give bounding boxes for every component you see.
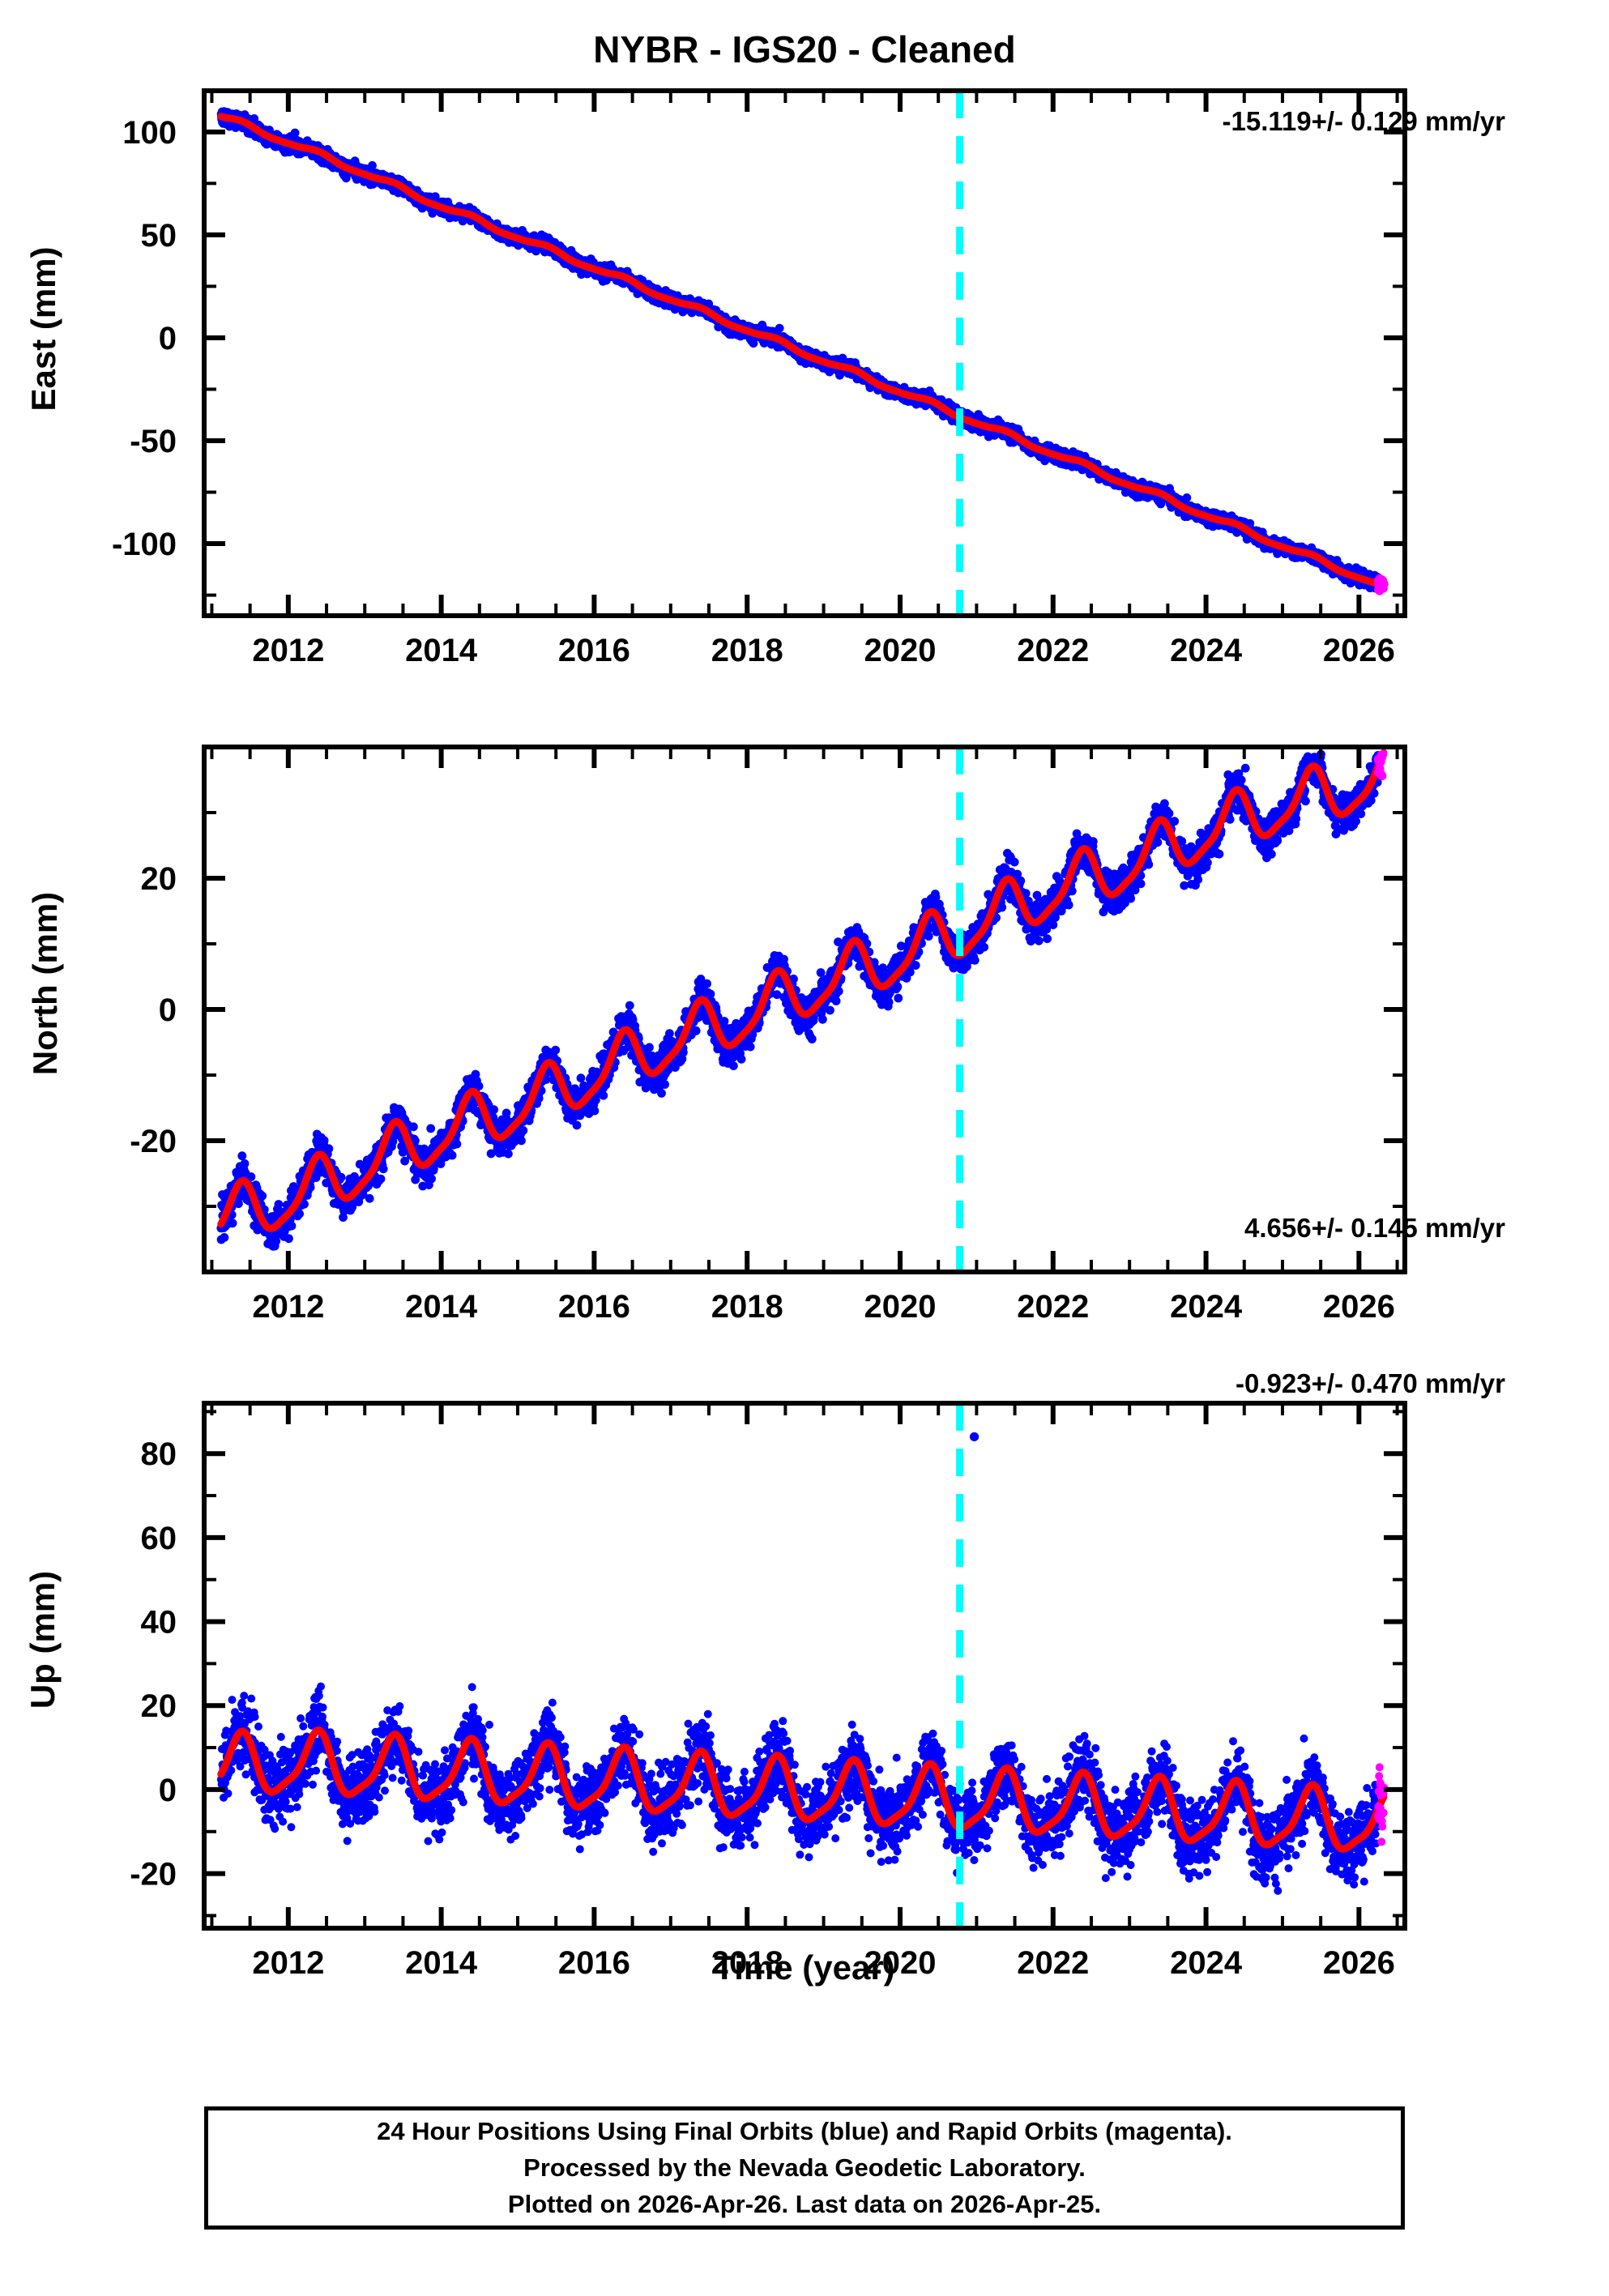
outlier-point-up (969, 1432, 979, 1442)
ytick-label: -100 (112, 527, 177, 562)
xtick-label: 2016 (558, 1945, 630, 1981)
xtick-label: 2024 (1170, 1289, 1243, 1325)
plot-frame-up (202, 1401, 1407, 1931)
data-layer-east (216, 93, 1389, 613)
ytick-label: -50 (130, 424, 177, 459)
xtick-label: 2018 (711, 1945, 783, 1981)
xtick-label: 2022 (1017, 1945, 1089, 1981)
final-orbit-points-north (216, 749, 1383, 1251)
data-layer-north (216, 749, 1388, 1270)
xtick-label: 2024 (1170, 1945, 1243, 1981)
xtick-label: 2022 (1017, 633, 1089, 668)
rapid-orbit-points-north (1373, 749, 1388, 781)
xtick-label: 2018 (711, 1289, 783, 1325)
xtick-label: 2026 (1323, 1945, 1395, 1981)
ytick-label: 50 (141, 218, 177, 254)
panel-east: 100 50 0 -50 -100 2012 2014 2016 2018 2020 2022 202… (112, 88, 1407, 668)
ytick-label: 0 (159, 1773, 177, 1808)
ytick-label: 0 (159, 321, 177, 356)
xtick-label: 2016 (558, 1289, 630, 1325)
xtick-label: 2020 (864, 633, 937, 668)
rapid-orbit-points-east (1373, 574, 1389, 595)
ytick-label: 20 (141, 861, 177, 897)
xtick-label: 2024 (1170, 633, 1243, 668)
xtick-label: 2020 (864, 1945, 937, 1981)
xtick-label: 2012 (252, 1945, 324, 1981)
xtick-label: 2018 (711, 633, 783, 668)
xtick-label: 2022 (1017, 1289, 1089, 1325)
model-fit-curve-east (217, 113, 1388, 588)
rapid-orbit-points-up (1374, 1763, 1389, 1846)
ytick-label: 40 (141, 1605, 177, 1641)
ytick-label: 0 (159, 992, 177, 1028)
xtick-label: 2014 (405, 633, 478, 668)
xtick-label: 2026 (1323, 633, 1395, 668)
ytick-label: 20 (141, 1688, 177, 1724)
panel-north: 20 0 -20 2012 2014 2016 2018 2020 2022 2024 2026 (130, 745, 1407, 1325)
xtick-label: 2016 (558, 633, 630, 668)
ticks-north: 20 0 -20 2012 2014 2016 2018 2020 2022 2024 2026 (130, 745, 1405, 1325)
model-fit-curve-north (217, 749, 1388, 1232)
xtick-label: 2012 (252, 633, 324, 668)
ticks-east: 100 50 0 -50 -100 2012 2014 2016 2018 2020 2022 202… (112, 91, 1405, 668)
model-fit-curve-up (217, 1726, 1388, 1853)
ticks-up: 80 60 40 20 0 -20 2012 2014 2016 2018 2020 2022 2024… (130, 1403, 1405, 1981)
xtick-label: 2012 (252, 1289, 324, 1325)
xtick-label: 2020 (864, 1289, 937, 1325)
xtick-label: 2026 (1323, 1289, 1395, 1325)
final-orbit-points-up (216, 1682, 1382, 1895)
ytick-label: -20 (130, 1124, 177, 1159)
ytick-label: 60 (141, 1521, 177, 1556)
ytick-label: 100 (122, 115, 177, 151)
ytick-label: -20 (130, 1857, 177, 1893)
ytick-label: 80 (141, 1436, 177, 1472)
panel-up: 80 60 40 20 0 -20 2012 2014 2016 2018 2020 2022 2024… (130, 1401, 1407, 1981)
data-layer-up (216, 1406, 1389, 1926)
xtick-label: 2014 (405, 1289, 478, 1325)
xtick-label: 2014 (405, 1945, 478, 1981)
